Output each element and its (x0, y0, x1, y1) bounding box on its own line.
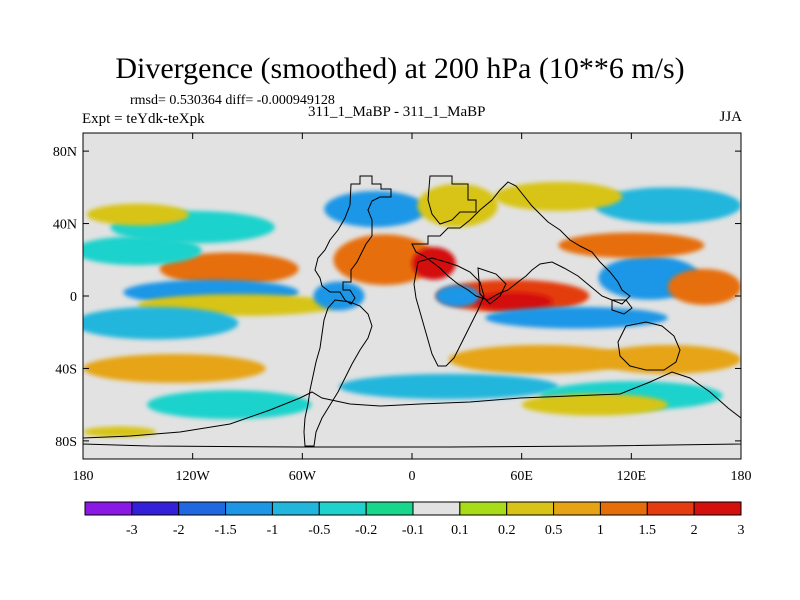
field-blob-14 (324, 190, 427, 228)
axes-layer: 180 120W 60W 0 60E 120E 180 80N 40N 0 40S 80S (53, 133, 752, 484)
colorbar-label: 0.5 (545, 523, 563, 538)
x-tick-label: 120W (176, 469, 211, 484)
field-blob-5 (83, 306, 239, 340)
colorbar-box-8 (459, 501, 508, 516)
coastline-eurasia (411, 181, 631, 305)
colorbar-label: 1 (597, 523, 604, 538)
rmsd-diff-stats: rmsd= 0.530364 diff= -0.000949128 (130, 93, 335, 108)
colorbar: -3 -2 -1.5 -1 -0.5 -0.2 -0.1 0.1 0.2 0.5 1 1.5 2 3 (84, 501, 745, 538)
field-blob-26 (594, 344, 741, 374)
y-tick-label: 40N (53, 218, 77, 233)
colorbar-label: 3 (738, 523, 745, 538)
colorbar-label: 1.5 (639, 523, 657, 538)
field-blob-12 (333, 234, 436, 286)
coastline-north-america (314, 175, 392, 305)
colorbar-box-10 (553, 501, 601, 516)
x-tick-label: 180 (73, 469, 94, 484)
colorbar-label: -0.5 (308, 523, 330, 538)
comparison-label: 311_1_MaBP - 311_1_MaBP (308, 104, 486, 120)
field-blob-15 (417, 183, 498, 228)
field-blob-11 (313, 281, 365, 311)
colorbar-label: 0.2 (498, 523, 516, 538)
field-blob-18 (435, 285, 480, 307)
x-tick-label: 60W (289, 469, 317, 484)
field-blob-10 (146, 390, 312, 420)
coastline-africa (413, 257, 485, 367)
colorbar-label: -1.5 (214, 523, 236, 538)
field-blob-27 (338, 373, 559, 400)
field-blob-9 (83, 353, 266, 383)
coastline-layer (83, 175, 741, 448)
coastline-arabia (477, 267, 507, 305)
colorbar-label: -0.2 (355, 523, 377, 538)
colorbar-box-6 (365, 501, 414, 516)
colorbar-label: -0.1 (402, 523, 424, 538)
colorbar-box-0 (84, 501, 133, 516)
x-tick-label: 60E (510, 469, 533, 484)
colorbar-box-7 (412, 501, 461, 516)
colorbar-label: -2 (173, 523, 185, 538)
field-blob-23 (594, 187, 741, 224)
colorbar-box-3 (225, 501, 273, 516)
colorbar-box-5 (318, 501, 367, 516)
y-tick-label: 40S (55, 362, 77, 377)
field-blob-6 (83, 236, 202, 266)
y-tick-label: 80S (55, 435, 77, 450)
field-blob-22 (558, 232, 705, 258)
colorbar-label: -1 (267, 523, 279, 538)
coastline-australia (617, 321, 681, 371)
coastline-south-america (303, 299, 373, 447)
field-blob-1 (159, 252, 299, 286)
y-tick-label: 0 (70, 290, 77, 305)
colorbar-box-9 (506, 501, 555, 516)
field-blob-30 (83, 426, 157, 438)
x-tick-label: 180 (731, 469, 752, 484)
colorbar-box-13 (693, 501, 742, 516)
colorbar-box-2 (178, 501, 227, 516)
colorbar-label: 0.1 (451, 523, 469, 538)
field-blob-29 (521, 393, 668, 416)
coastline-maritime-continent (611, 299, 633, 315)
colorbar-box-12 (646, 501, 695, 516)
divergence-field-layer (83, 181, 741, 438)
coastline-greenland (427, 175, 477, 225)
x-tick-label: 0 (409, 469, 416, 484)
colorbar-box-11 (599, 501, 648, 516)
season-label: JJA (719, 109, 742, 125)
field-blob-19 (485, 306, 668, 329)
colorbar-box-4 (271, 501, 320, 516)
colorbar-label: -3 (126, 523, 138, 538)
field-blob-25 (448, 344, 632, 374)
coastline-antarctica (83, 371, 741, 448)
x-tick-label: 120E (617, 469, 647, 484)
chart-title: Divergence (smoothed) at 200 hPa (10**6 … (115, 52, 685, 85)
y-tick-label: 80N (53, 145, 77, 160)
field-blob-24 (494, 181, 623, 211)
colorbar-label: 2 (691, 523, 698, 538)
field-blob-21 (667, 268, 741, 306)
experiment-label: Expt = teYdk-teXpk (82, 111, 205, 127)
field-blob-8 (86, 203, 190, 226)
colorbar-box-1 (131, 501, 180, 516)
